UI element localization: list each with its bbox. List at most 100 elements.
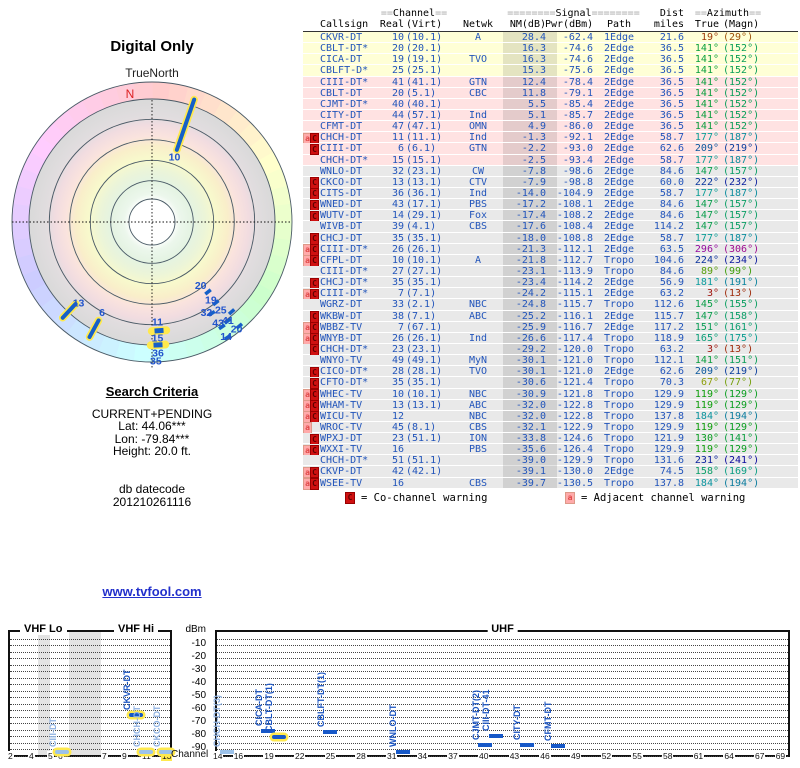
signal-tick — [211, 299, 220, 307]
cell-virt: (10.1) — [406, 32, 443, 43]
cell-netwk: MyN — [468, 355, 488, 367]
radar-title: Digital Only — [110, 38, 194, 55]
cell-magn: (169°) — [723, 466, 760, 478]
radar-channel-label: 41 — [222, 315, 234, 327]
cell-true: 119° — [694, 388, 719, 400]
legend-text: = Co-channel warning — [361, 492, 488, 504]
compass-ring-sector — [270, 238, 291, 259]
gridline — [10, 651, 170, 653]
cell-nm: 12.4 — [503, 76, 557, 88]
channel-tick: 28 — [355, 751, 367, 761]
cell-pwr: -114.2 — [556, 277, 593, 289]
group-header-channel: ==Channel== — [380, 8, 448, 19]
cell-miles: 62.6 — [659, 143, 684, 155]
cell-nm: -29.2 — [503, 343, 557, 355]
cell-pwr: -93.0 — [562, 143, 593, 155]
cell-true: 296° — [694, 243, 719, 255]
cell-pwr: -121.4 — [556, 377, 593, 389]
table-row: a C WICU-TV 12 NBC -32.0 -122.8 Tropo 137.8 184°(… — [303, 410, 798, 423]
cell-magn: (141°) — [723, 433, 760, 445]
table-row: a C WHEC-TV 10 (10.1) NBC -30.9 -121.8 Tropo 129.… — [303, 388, 798, 401]
signal-spoke — [174, 97, 197, 152]
cell-true: 158° — [694, 466, 719, 478]
cell-netwk — [454, 233, 502, 243]
cell-virt: (35.1) — [406, 232, 443, 244]
cell-real: 33 — [391, 299, 404, 311]
cell-pwr: -108.8 — [556, 232, 593, 244]
cell-true: 184° — [694, 410, 719, 422]
cell-magn: (152°) — [723, 76, 760, 88]
cell-nm: -23.1 — [503, 265, 557, 277]
compass-ring-sector — [265, 253, 288, 277]
cell-callsign: WKBW-DT — [320, 310, 363, 322]
cell-nm: -26.6 — [503, 332, 557, 344]
cell-nm: -39.1 — [503, 466, 557, 477]
cell-nm: 16.3 — [503, 54, 557, 65]
cell-miles: 58.7 — [659, 132, 684, 144]
cell-pwr: -112.7 — [556, 254, 593, 266]
band-label: UHF — [487, 623, 518, 635]
signal-bar — [159, 750, 173, 754]
signal-bar — [271, 734, 286, 739]
cell-virt: (35.1) — [406, 277, 443, 289]
cell-miles: 115.7 — [653, 310, 684, 322]
cell-magn: (129°) — [723, 421, 760, 433]
cell-magn: (234°) — [723, 254, 760, 266]
compass-ring-sector — [270, 185, 291, 207]
cell-real: 25 — [391, 65, 404, 77]
cell-pwr: -121.0 — [556, 355, 593, 367]
radar-channel-label: 25 — [215, 304, 227, 316]
station-table-header: ==Channel== ========Signal======== Dist ==A… — [303, 8, 798, 32]
table-row: a C WSEE-TV 16 CBS -39.7 -130.5 Tropo 137.8 184°(… — [303, 477, 798, 490]
compass-ring-sector — [16, 253, 39, 276]
cell-true: 181° — [694, 277, 719, 289]
cell-magn: (306°) — [723, 243, 760, 255]
radar-channel-label: 10 — [169, 151, 181, 163]
cell-callsign: WPXJ-DT — [320, 433, 363, 445]
channel-tick: 49 — [570, 751, 582, 761]
cell-netwk: CW — [471, 165, 485, 177]
uhf-signal-chart: UHF 14 16 19 22 25 28 31 34 37 40 43 46 49 52 55 58 61 64 6… — [212, 623, 790, 761]
cell-pwr: -104.9 — [556, 187, 593, 199]
cell-true: 141° — [694, 98, 719, 110]
table-row: a C CIII-DT* 7 (7.1) -24.2 -115.1 2Edge 63.2 3° (1… — [303, 288, 798, 301]
cell-true: 141° — [694, 121, 719, 133]
compass-ring-sector — [152, 82, 172, 101]
cell-virt: (49.1) — [406, 355, 443, 367]
cell-pwr: -78.4 — [562, 76, 593, 88]
cell-netwk — [454, 65, 502, 75]
cell-path: 2Edge — [603, 165, 635, 177]
signal-bar — [129, 713, 143, 718]
cell-netwk — [454, 466, 502, 476]
cell-miles: 36.5 — [659, 87, 684, 99]
tvfool-link[interactable]: www.tvfool.com — [102, 584, 202, 599]
gridline — [217, 684, 788, 685]
table-row: a C CFPL-DT 10 (10.1) A -21.8 -112.7 Tropo 104.6 2… — [303, 254, 798, 267]
gridline — [10, 710, 170, 711]
cell-path: 2Edge — [603, 121, 635, 133]
db-datecode: db datecode 201210261116 — [8, 483, 296, 509]
cell-true: 141° — [694, 355, 719, 367]
cell-nm: -25.9 — [503, 321, 557, 333]
signal-bar-label: CITY-DT — [512, 705, 523, 741]
gridline — [217, 658, 788, 659]
cell-netwk: Ind — [468, 187, 488, 199]
gridline — [10, 664, 170, 666]
table-row: C WKBW-DT 38 (7.1) ABC -25.2 -116.1 2Edge 115.7 1… — [303, 310, 798, 323]
dbm-tick-label: -70 — [191, 716, 206, 727]
signal-tick — [207, 309, 216, 317]
cell-nm: -39.0 — [503, 455, 557, 466]
cell-path: 2Edge — [603, 54, 635, 66]
cell-netwk: ABC — [468, 310, 488, 322]
cell-nm: -14.0 — [503, 187, 557, 199]
signal-bar — [139, 750, 153, 754]
dbm-tick-label: -30 — [191, 664, 206, 675]
gridline — [10, 671, 170, 672]
cell-true: 119° — [694, 399, 719, 411]
cell-magn: (129°) — [723, 444, 760, 456]
cell-netwk — [454, 322, 502, 332]
cell-real: 15 — [391, 154, 404, 166]
signal-bar — [55, 750, 69, 754]
cell-netwk: OMN — [468, 121, 488, 133]
